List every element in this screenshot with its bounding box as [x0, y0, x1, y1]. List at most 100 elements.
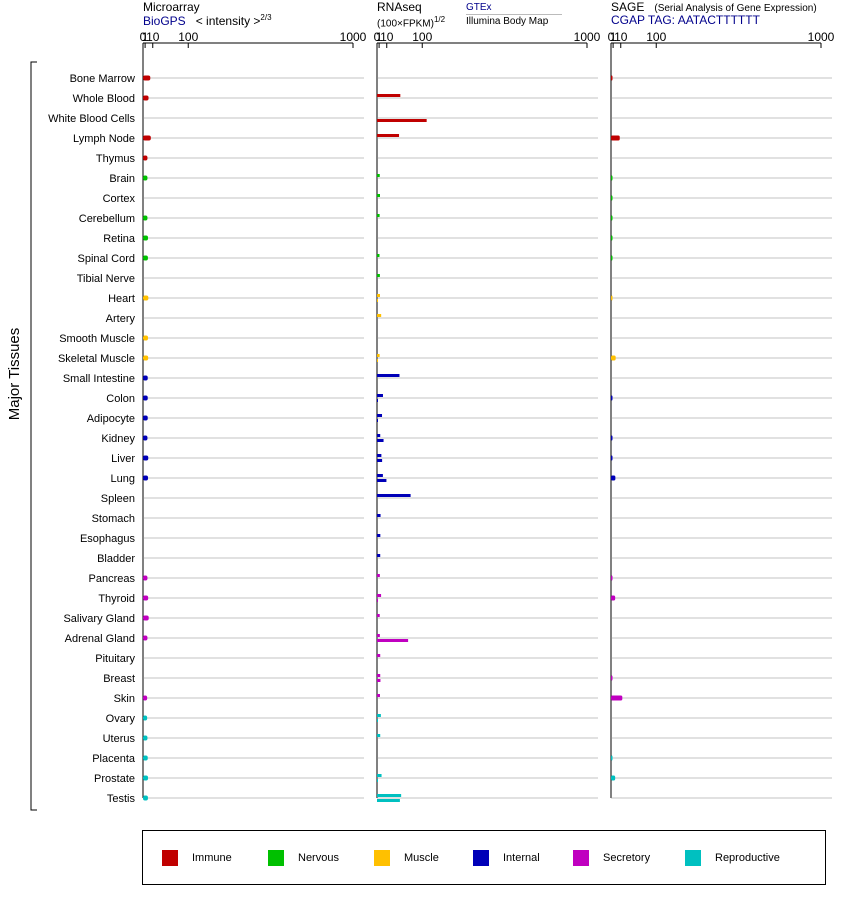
- bar-sage: [611, 695, 623, 701]
- illumina-label: Illumina Body Map: [466, 16, 549, 27]
- bar-sage: [611, 255, 613, 261]
- bar-illumina: [377, 479, 387, 482]
- bar-microarray: [143, 715, 148, 721]
- bar-gtex: [377, 554, 381, 557]
- bar-microarray: [143, 695, 148, 701]
- bar-illumina: [377, 679, 381, 682]
- bar-microarray: [143, 135, 151, 141]
- bar-microarray: [143, 355, 149, 361]
- fpkm-line: (100×FPKM)1/2: [377, 15, 445, 29]
- bar-sage: [611, 755, 613, 761]
- legend-label-reproductive: Reproductive: [715, 852, 780, 864]
- biogps-label: BioGPS: [143, 14, 186, 28]
- bar-sage: [611, 595, 616, 601]
- bar-microarray: [143, 335, 149, 341]
- bar-illumina: [377, 359, 378, 362]
- bar-microarray: [143, 215, 148, 221]
- bar-microarray: [143, 175, 148, 181]
- bar-gtex: [377, 374, 400, 377]
- category-label: Breast: [103, 673, 135, 685]
- bar-gtex: [377, 134, 400, 137]
- bar-gtex: [377, 414, 383, 417]
- bar-gtex: [377, 694, 380, 697]
- x-tick-label: 1: [376, 30, 383, 44]
- legend: Immune Nervous Muscle Internal Secretory…: [142, 830, 826, 885]
- category-label: Ovary: [106, 713, 136, 725]
- bar-gtex: [377, 354, 380, 357]
- category-label: Spleen: [101, 493, 135, 505]
- bar-illumina: [377, 639, 409, 642]
- x-tick-label: 10: [614, 30, 628, 44]
- bar-illumina: [377, 459, 383, 462]
- bar-microarray: [143, 95, 149, 101]
- bar-microarray: [143, 455, 149, 461]
- bar-sage: [611, 175, 613, 181]
- bar-gtex: [377, 654, 381, 657]
- category-label: Bone Marrow: [70, 73, 135, 85]
- category-label: Esophagus: [80, 533, 136, 545]
- bar-sage: [611, 295, 613, 301]
- bar-gtex: [377, 194, 380, 197]
- bar-illumina: [377, 719, 378, 722]
- bar-microarray: [143, 735, 148, 741]
- category-label: Stomach: [92, 513, 135, 525]
- bar-gtex: [377, 794, 402, 797]
- fpkm-exponent: 1/2: [433, 15, 446, 24]
- bar-microarray: [143, 755, 148, 761]
- bar-gtex: [377, 94, 401, 97]
- category-label: Cortex: [103, 193, 136, 205]
- category-label: Bladder: [97, 553, 135, 565]
- bar-gtex: [377, 634, 380, 637]
- legend-item-secretory: Secretory: [573, 850, 650, 866]
- bar-sage: [611, 135, 620, 141]
- bar-illumina: [377, 119, 427, 122]
- x-tick-label: 100: [412, 30, 432, 44]
- x-tick-label: 1000: [574, 30, 601, 44]
- bar-gtex: [377, 254, 380, 257]
- x-tick-label: 1000: [340, 30, 367, 44]
- legend-label-secretory: Secretory: [603, 852, 651, 864]
- legend-swatch-internal: [473, 850, 489, 866]
- bar-microarray: [143, 475, 149, 481]
- x-tick-label: 1000: [808, 30, 835, 44]
- category-label: Brain: [109, 173, 135, 185]
- category-label: White Blood Cells: [48, 113, 135, 125]
- bars: [143, 75, 623, 802]
- bar-sage: [611, 395, 613, 401]
- bar-illumina: [377, 599, 378, 602]
- bar-gtex: [377, 174, 380, 177]
- category-label: Placenta: [92, 753, 136, 765]
- bar-illumina: [377, 419, 378, 422]
- category-label: Adipocyte: [87, 413, 135, 425]
- bar-sage: [611, 195, 613, 201]
- bar-gtex: [377, 394, 383, 397]
- category-label: Small Intestine: [63, 373, 135, 385]
- category-label: Uterus: [103, 733, 136, 745]
- sage-desc: (Serial Analysis of Gene Expression): [654, 3, 817, 14]
- bar-microarray: [143, 595, 149, 601]
- bar-sage: [611, 475, 616, 481]
- bar-illumina: [377, 439, 384, 442]
- legend-item-reproductive: Reproductive: [685, 850, 780, 866]
- category-label: Adrenal Gland: [65, 633, 135, 645]
- x-tick-label: 100: [178, 30, 198, 44]
- category-label: Retina: [103, 233, 136, 245]
- bar-gtex: [377, 294, 380, 297]
- bar-sage: [611, 215, 613, 221]
- category-label: Prostate: [94, 773, 135, 785]
- bar-illumina: [377, 779, 378, 782]
- legend-label-immune: Immune: [192, 852, 232, 864]
- bar-microarray: [143, 635, 148, 641]
- bar-gtex: [377, 514, 381, 517]
- bar-sage: [611, 575, 613, 581]
- legend-label-muscle: Muscle: [404, 852, 439, 864]
- bar-microarray: [143, 775, 149, 781]
- bar-gtex: [377, 454, 382, 457]
- fpkm-label: (100×FPKM): [377, 18, 434, 30]
- bar-microarray: [143, 375, 148, 381]
- bar-gtex: [377, 474, 383, 477]
- bar-gtex: [377, 674, 381, 677]
- bar-gtex: [377, 574, 380, 577]
- gtex-label: GTEx: [466, 2, 492, 13]
